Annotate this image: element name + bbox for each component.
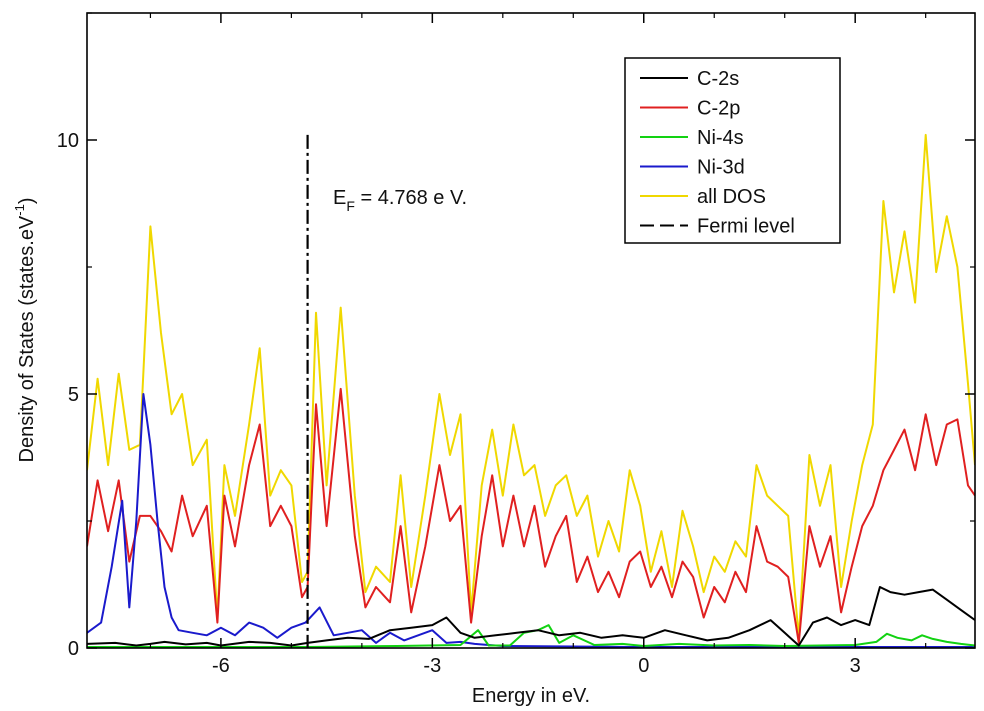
y-tick-label: 10 — [57, 130, 79, 152]
legend-label-ni-4s: Ni-4s — [697, 127, 744, 149]
y-tick-label: 0 — [68, 638, 79, 660]
legend-box — [624, 57, 841, 244]
legend-label-ni-3d: Ni-3d — [697, 157, 745, 179]
series-line-ni-3d — [87, 393, 975, 648]
y-axis-title-sup: -1 — [12, 204, 27, 216]
series-line-c-2s — [87, 586, 975, 647]
x-tick-label: -6 — [212, 655, 230, 677]
x-tick-label: -3 — [423, 655, 441, 677]
fermi-annotation-sub: F — [346, 198, 355, 214]
y-tick-label: 5 — [68, 384, 79, 406]
axes-layer: -6 -3 0 3 0 5 10 — [57, 12, 975, 677]
legend-label-all-dos: all DOS — [697, 186, 766, 208]
x-tick-label: 3 — [850, 655, 861, 677]
fermi-annotation-rest: = 4.768 e V. — [355, 187, 467, 209]
fermi-annotation: EF = 4.768 e V. — [333, 187, 467, 214]
legend-label-c-2s: C-2s — [697, 68, 739, 90]
series-line-all-dos — [87, 133, 975, 639]
fermi-annotation-main: E — [333, 187, 346, 209]
y-axis-title: Density of States (states.eV-1) — [12, 197, 38, 462]
x-axis-title: Energy in eV. — [472, 685, 590, 707]
x-tick-label: 0 — [638, 655, 649, 677]
y-axis-title-main: Density of States (states.eV — [16, 215, 38, 462]
plot-frame — [86, 12, 976, 649]
series-line-c-2p — [87, 387, 975, 644]
series-layer — [87, 133, 975, 648]
legend: C-2s C-2p Ni-4s Ni-3d all DOS Fermi level — [624, 57, 841, 244]
legend-label-c-2p: C-2p — [697, 98, 740, 120]
y-axis-title-close: ) — [16, 197, 38, 204]
legend-label-fermi-level: Fermi level — [697, 216, 795, 238]
